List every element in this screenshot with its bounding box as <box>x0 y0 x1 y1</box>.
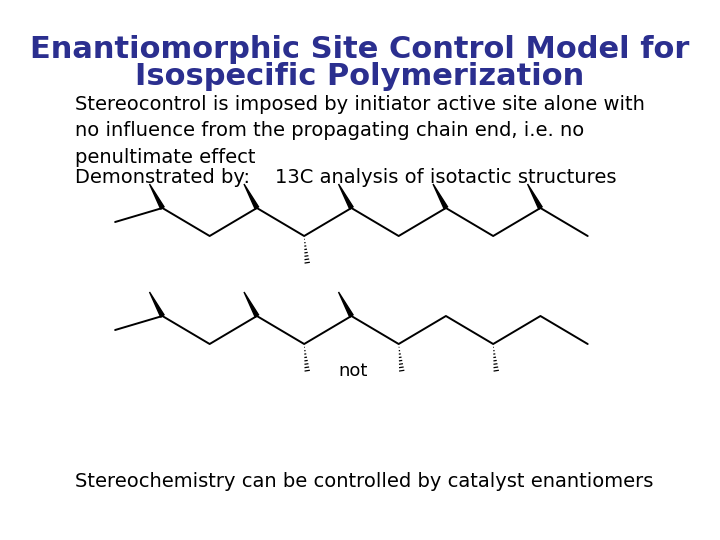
Text: Stereocontrol is imposed by initiator active site alone with
no influence from t: Stereocontrol is imposed by initiator ac… <box>75 95 644 167</box>
Polygon shape <box>433 184 448 209</box>
Polygon shape <box>528 184 542 209</box>
Text: Demonstrated by:    13C analysis of isotactic structures: Demonstrated by: 13C analysis of isotact… <box>75 168 616 187</box>
Text: Enantiomorphic Site Control Model for: Enantiomorphic Site Control Model for <box>30 35 690 64</box>
Polygon shape <box>244 184 258 209</box>
Polygon shape <box>150 292 164 317</box>
Polygon shape <box>244 292 258 317</box>
Polygon shape <box>338 292 353 317</box>
Text: Stereochemistry can be controlled by catalyst enantiomers: Stereochemistry can be controlled by cat… <box>75 472 653 491</box>
Text: Isospecific Polymerization: Isospecific Polymerization <box>135 62 585 91</box>
Text: not: not <box>338 362 368 380</box>
Polygon shape <box>150 184 164 209</box>
Polygon shape <box>338 184 353 209</box>
